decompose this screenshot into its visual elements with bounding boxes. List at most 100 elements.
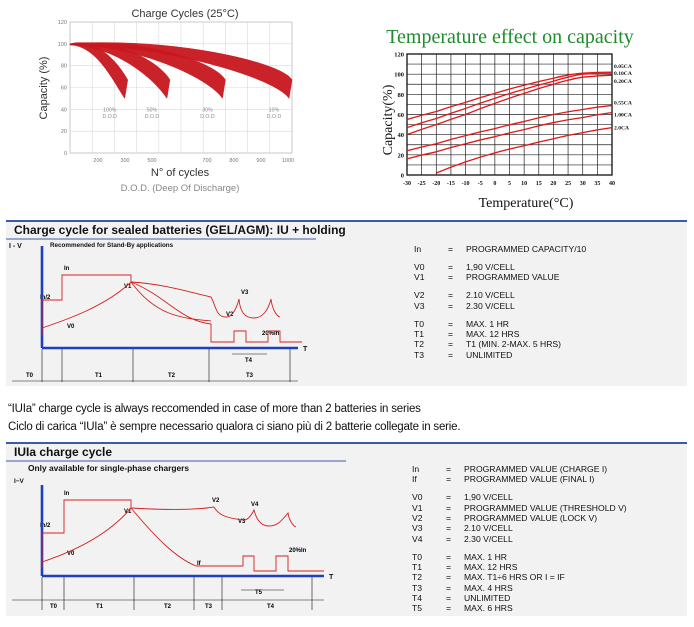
legend-key: V3 bbox=[414, 300, 425, 311]
voltage-curve-absorb bbox=[130, 281, 212, 322]
legend-row: V3 = 2.10 V/CELL bbox=[412, 523, 627, 533]
label-t4: T4 bbox=[245, 358, 253, 364]
label-20pct-in: 20%In bbox=[262, 331, 280, 337]
legend-equals: = bbox=[448, 339, 454, 350]
phase-t3: T3 bbox=[246, 373, 254, 379]
legend-equals: = bbox=[446, 561, 452, 572]
band-label: D.O.D bbox=[200, 114, 215, 120]
legend-row: V2 = 2.10 V/CELL bbox=[414, 290, 586, 300]
legend-key: T5 bbox=[412, 603, 423, 614]
legend-equals: = bbox=[448, 318, 454, 329]
band-label: 50% bbox=[147, 108, 158, 114]
label-v1: V1 bbox=[124, 284, 132, 290]
voltage-curve-holding bbox=[213, 506, 297, 528]
phase-t2: T2 bbox=[168, 373, 176, 379]
band-label: D.O.D bbox=[267, 114, 282, 120]
series-line-0.55CA bbox=[406, 104, 613, 152]
x-tick-label: 40 bbox=[609, 181, 615, 187]
series-label: 0.20CA bbox=[614, 79, 632, 85]
iu-charge-diagram: I - V Recommended for Stand-By applicati… bbox=[6, 238, 316, 382]
iu-charge-cycle-panel: Charge cycle for sealed batteries (GEL/A… bbox=[6, 220, 687, 386]
label-v0: V0 bbox=[67, 551, 75, 557]
legend-key: T1 bbox=[412, 561, 423, 572]
legend-key: In bbox=[414, 244, 422, 254]
x-axis-label: Temperature(°C) bbox=[479, 196, 574, 211]
legend-row: T0 = MAX. 1 HR bbox=[412, 552, 627, 562]
phase-t2: T2 bbox=[164, 604, 172, 610]
band-label: D.O.D bbox=[103, 114, 118, 120]
legend-value: PROGRAMMED VALUE (FINAL I) bbox=[464, 474, 595, 485]
legend-key: V1 bbox=[414, 272, 425, 283]
legend-gap bbox=[414, 254, 586, 262]
legend-row: T3 = UNLIMITED bbox=[414, 350, 586, 360]
series-line-1.00CA bbox=[406, 111, 613, 160]
phase-t3: T3 bbox=[205, 604, 213, 610]
plot-frame bbox=[69, 21, 293, 154]
legend-key: T0 bbox=[414, 318, 425, 329]
voltage-curve-float bbox=[130, 281, 212, 298]
axis-label-iv: I−V bbox=[14, 478, 25, 485]
legend-row: If = PROGRAMMED VALUE (FINAL I) bbox=[412, 474, 627, 484]
legend-key: V2 bbox=[414, 290, 425, 301]
band-label: 30% bbox=[202, 108, 213, 114]
x-tick-label: 800 bbox=[229, 158, 238, 164]
x-tick-label: -30 bbox=[403, 181, 411, 187]
x-tick-label: 30 bbox=[580, 181, 586, 187]
legend-key: T2 bbox=[412, 572, 423, 583]
legend-value: 1,90 V/CELL bbox=[464, 492, 513, 503]
axis-label-t: T bbox=[329, 574, 334, 581]
legend-row: V0 = 1,90 V/CELL bbox=[412, 492, 627, 502]
legend-row: In = PROGRAMMED CAPACITY/10 bbox=[414, 244, 586, 254]
note-italian: Ciclo di carica “IUIa” è sempre necessar… bbox=[8, 421, 461, 433]
legend-value: MAX. 6 HRS bbox=[464, 603, 513, 614]
x-axis-label: N° of cycles bbox=[151, 167, 210, 179]
temperature-chart: Temperature effect on capacity 120100806… bbox=[381, 26, 634, 211]
legend-key: V4 bbox=[412, 533, 423, 544]
axis-label-t: T bbox=[303, 346, 308, 353]
legend-value: 2.10 V/CELL bbox=[466, 290, 515, 301]
x-tick-label: -10 bbox=[462, 181, 470, 187]
legend-key: In bbox=[412, 464, 420, 474]
y-tick-label: 0 bbox=[401, 173, 404, 180]
iuia-charge-cycle-panel: IUIa charge cycle Only available for sin… bbox=[6, 442, 687, 616]
x-tick-label: 200 bbox=[93, 158, 102, 164]
series-line-0.20CA bbox=[406, 74, 613, 136]
legend-equals: = bbox=[446, 603, 452, 614]
legend-key: If bbox=[412, 474, 417, 485]
legend-value: PROGRAMMED VALUE (THRESHOLD V) bbox=[464, 502, 627, 513]
phase-t0: T0 bbox=[50, 604, 58, 610]
chart-caption: D.O.D. (Deep Of Discharge) bbox=[121, 183, 240, 194]
x-tick-label: -25 bbox=[418, 181, 426, 187]
legend-value: 2.10 V/CELL bbox=[464, 523, 513, 534]
cycle-band-10pct bbox=[69, 42, 293, 100]
x-tick-label: 0 bbox=[493, 181, 496, 187]
legend-key: V3 bbox=[412, 523, 423, 534]
series-line-2.0CA bbox=[436, 126, 613, 174]
series-label: 1.00CA bbox=[614, 112, 632, 118]
series-line-0.10CA bbox=[406, 72, 613, 129]
legend-value: MAX. 1 HR bbox=[466, 318, 509, 329]
legend-gap bbox=[412, 485, 627, 493]
legend-value: UNLIMITED bbox=[466, 349, 513, 360]
label-v2: V2 bbox=[226, 312, 234, 318]
legend-equals: = bbox=[446, 551, 452, 562]
legend-value: 2.30 V/CELL bbox=[466, 300, 515, 311]
x-tick-label: 700 bbox=[202, 158, 211, 164]
x-tick-label: 20 bbox=[550, 181, 556, 187]
legend-row: T1 = MAX. 12 HRS bbox=[412, 562, 627, 572]
legend-equals: = bbox=[446, 474, 452, 485]
legend-row: T3 = MAX. 4 HRS bbox=[412, 583, 627, 593]
y-tick-label: 60 bbox=[398, 112, 405, 119]
series-label: 0.10CA bbox=[614, 71, 632, 77]
legend-value: UNLIMITED bbox=[464, 592, 511, 603]
legend-value: 1,90 V/CELL bbox=[466, 262, 515, 273]
legend-equals: = bbox=[446, 492, 452, 503]
label-v3: V3 bbox=[241, 290, 249, 296]
y-tick-label: 60 bbox=[61, 86, 67, 92]
x-tick-label: 5 bbox=[508, 181, 511, 187]
legend-row: V3 = 2.30 V/CELL bbox=[414, 301, 586, 311]
legend-equals: = bbox=[448, 349, 454, 360]
y-axis-label: Capacity (%) bbox=[38, 57, 50, 120]
